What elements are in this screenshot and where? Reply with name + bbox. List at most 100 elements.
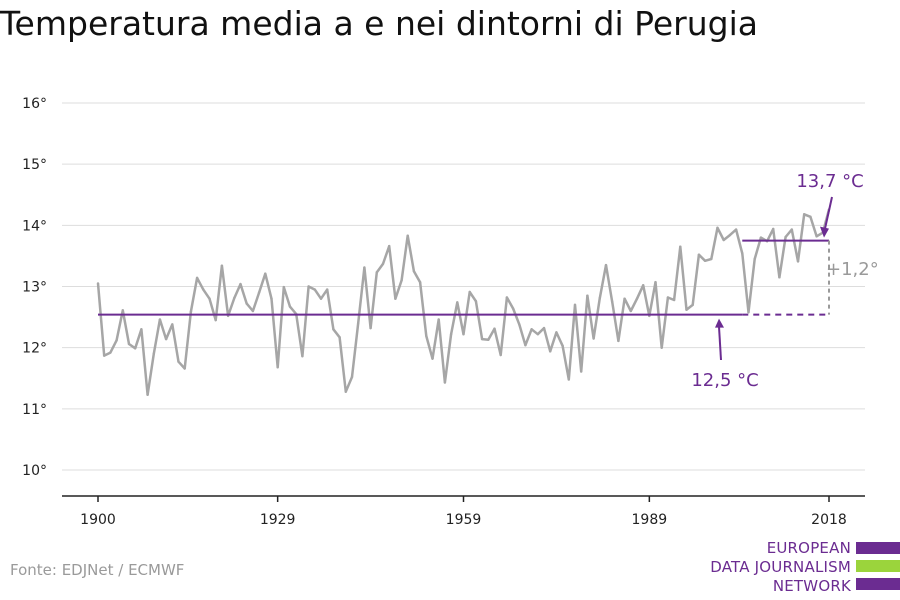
data-point-1950 bbox=[406, 234, 409, 237]
data-point-1961 bbox=[474, 299, 478, 303]
data-point-1980 bbox=[592, 337, 595, 340]
data-point-1976 bbox=[567, 378, 571, 381]
data-point-2009 bbox=[772, 227, 775, 231]
data-point-1973 bbox=[549, 350, 552, 353]
logo-bar-top bbox=[856, 542, 900, 554]
logo-line-3: NETWORK bbox=[772, 577, 851, 595]
data-point-1957 bbox=[449, 333, 453, 336]
data-point-1926 bbox=[257, 291, 261, 294]
source-note: Fonte: EDJNet / ECMWF bbox=[10, 561, 185, 579]
x-tick-label-1989: 1989 bbox=[632, 512, 668, 528]
data-point-1913 bbox=[177, 360, 180, 363]
data-point-1907 bbox=[140, 328, 143, 331]
data-point-1982 bbox=[604, 263, 608, 267]
x-tick-label-1900: 1900 bbox=[80, 512, 116, 528]
data-point-1917 bbox=[202, 288, 205, 291]
data-point-1992 bbox=[666, 296, 670, 299]
y-tick-label-10: 10° bbox=[22, 463, 47, 479]
data-point-1942 bbox=[356, 322, 360, 325]
data-point-1946 bbox=[381, 262, 385, 266]
data-point-2001 bbox=[722, 238, 725, 242]
data-point-1983 bbox=[610, 300, 614, 303]
data-point-1909 bbox=[152, 352, 155, 355]
data-point-1912 bbox=[171, 323, 174, 326]
data-point-1991 bbox=[660, 346, 663, 349]
data-point-1978 bbox=[580, 370, 583, 373]
data-point-1925 bbox=[251, 309, 255, 313]
data-point-2006 bbox=[753, 257, 756, 261]
baseline-average-label: 12,5 °C bbox=[691, 370, 758, 391]
data-point-1903 bbox=[115, 339, 118, 342]
data-point-1915 bbox=[189, 310, 193, 313]
data-point-1936 bbox=[319, 297, 323, 300]
data-point-1971 bbox=[536, 333, 540, 336]
data-point-1918 bbox=[208, 297, 211, 300]
difference-label: +1,2° bbox=[826, 259, 879, 280]
data-point-2014 bbox=[803, 213, 806, 216]
data-point-1953 bbox=[425, 334, 428, 338]
data-point-1941 bbox=[350, 375, 354, 379]
data-point-1944 bbox=[369, 326, 372, 330]
data-point-1998 bbox=[703, 259, 707, 263]
data-point-2016 bbox=[815, 235, 818, 238]
logo-line-1: EUROPEAN bbox=[766, 539, 851, 557]
annotations: 13,7 °C 12,5 °C +1,2° bbox=[98, 171, 879, 391]
y-tick-label-13: 13° bbox=[22, 280, 47, 296]
data-point-1943 bbox=[363, 266, 366, 269]
data-point-1916 bbox=[195, 276, 199, 280]
data-point-1906 bbox=[133, 347, 137, 350]
y-tick-label-14: 14° bbox=[22, 218, 47, 234]
x-tick-label-2018: 2018 bbox=[811, 512, 847, 528]
y-axis-ticks: 10° 11° 12° 13° 14° 15° 16° bbox=[22, 96, 47, 479]
data-point-1977 bbox=[573, 303, 577, 307]
data-point-1911 bbox=[164, 337, 168, 341]
data-point-1938 bbox=[332, 328, 335, 331]
data-point-1958 bbox=[456, 301, 459, 304]
data-point-1951 bbox=[412, 270, 416, 273]
recent-average-arrowhead bbox=[820, 226, 829, 238]
data-point-1920 bbox=[220, 264, 224, 267]
y-tick-label-15: 15° bbox=[22, 157, 47, 173]
recent-average-pointer bbox=[824, 196, 833, 229]
data-point-1981 bbox=[598, 296, 601, 300]
data-point-1902 bbox=[109, 351, 112, 354]
data-point-2002 bbox=[728, 233, 732, 237]
data-point-1948 bbox=[394, 297, 397, 300]
data-point-1979 bbox=[586, 294, 589, 297]
data-point-2005 bbox=[747, 310, 750, 314]
data-point-1905 bbox=[127, 342, 131, 346]
data-point-1987 bbox=[635, 297, 639, 300]
data-point-1969 bbox=[524, 344, 527, 347]
data-point-1990 bbox=[654, 281, 657, 284]
data-point-1996 bbox=[691, 303, 694, 307]
y-tick-label-12: 12° bbox=[22, 341, 47, 357]
data-point-1955 bbox=[437, 318, 440, 321]
data-point-1949 bbox=[400, 279, 403, 282]
data-point-1904 bbox=[121, 309, 124, 312]
data-point-1935 bbox=[313, 288, 317, 291]
data-point-2000 bbox=[716, 226, 719, 229]
data-point-1939 bbox=[338, 336, 341, 339]
data-point-1945 bbox=[375, 271, 378, 274]
logo-bar-bottom bbox=[856, 578, 900, 590]
data-point-1962 bbox=[480, 337, 484, 341]
data-point-1993 bbox=[672, 298, 676, 302]
data-point-1985 bbox=[623, 297, 626, 300]
baseline-average-arrowhead bbox=[715, 318, 724, 328]
recent-average-label: 13,7 °C bbox=[796, 171, 863, 192]
data-point-1922 bbox=[233, 296, 236, 300]
data-point-1924 bbox=[245, 302, 248, 305]
data-point-2013 bbox=[796, 260, 800, 263]
data-point-2011 bbox=[784, 235, 787, 239]
data-point-1956 bbox=[443, 381, 447, 384]
data-point-1959 bbox=[462, 333, 465, 336]
data-point-1927 bbox=[264, 272, 267, 275]
data-point-1970 bbox=[530, 328, 533, 331]
data-point-1974 bbox=[555, 331, 558, 334]
data-point-1999 bbox=[710, 257, 713, 261]
data-point-1947 bbox=[387, 244, 391, 248]
data-point-1964 bbox=[493, 327, 496, 330]
data-point-2003 bbox=[734, 228, 738, 231]
data-point-1937 bbox=[326, 288, 329, 291]
chart-title: Temperatura media a e nei dintorni di Pe… bbox=[0, 4, 759, 43]
